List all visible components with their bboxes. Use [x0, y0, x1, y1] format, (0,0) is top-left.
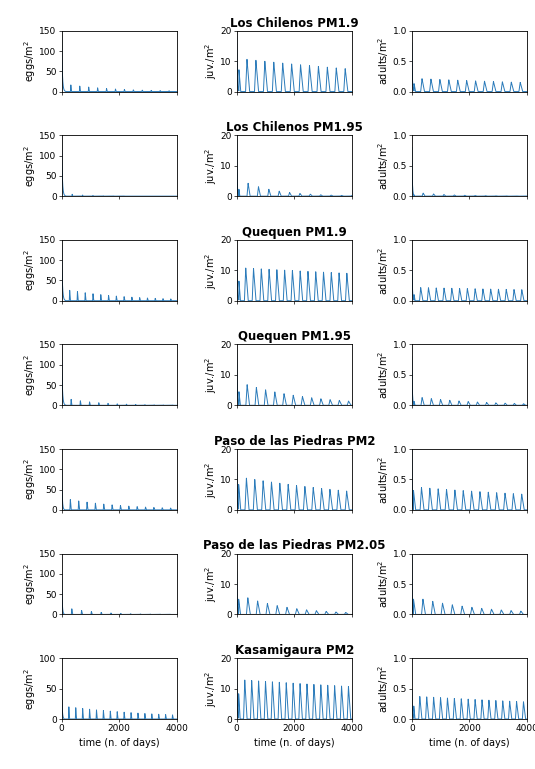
Y-axis label: juv./m$^2$: juv./m$^2$: [203, 461, 219, 498]
Y-axis label: adults/m$^2$: adults/m$^2$: [376, 455, 391, 504]
Title: Kasamigaura PM2: Kasamigaura PM2: [234, 644, 354, 657]
Y-axis label: adults/m$^2$: adults/m$^2$: [376, 560, 391, 608]
Y-axis label: adults/m$^2$: adults/m$^2$: [376, 37, 391, 85]
Y-axis label: juv./m$^2$: juv./m$^2$: [203, 357, 219, 393]
Title: Quequen PM1.9: Quequen PM1.9: [242, 226, 347, 238]
Y-axis label: adults/m$^2$: adults/m$^2$: [376, 246, 391, 295]
Title: Los Chilenos PM1.9: Los Chilenos PM1.9: [230, 17, 358, 29]
Y-axis label: juv./m$^2$: juv./m$^2$: [203, 566, 219, 602]
Title: Paso de las Piedras PM2.05: Paso de las Piedras PM2.05: [203, 540, 386, 552]
Title: Los Chilenos PM1.95: Los Chilenos PM1.95: [226, 122, 363, 134]
Y-axis label: juv./m$^2$: juv./m$^2$: [203, 148, 219, 184]
Y-axis label: eggs/m$^2$: eggs/m$^2$: [22, 667, 38, 710]
Y-axis label: juv./m$^2$: juv./m$^2$: [203, 671, 219, 707]
Title: Paso de las Piedras PM2: Paso de las Piedras PM2: [213, 435, 375, 448]
Y-axis label: juv./m$^2$: juv./m$^2$: [203, 252, 219, 288]
X-axis label: time (n. of days): time (n. of days): [79, 738, 159, 748]
Y-axis label: adults/m$^2$: adults/m$^2$: [376, 141, 391, 190]
X-axis label: time (n. of days): time (n. of days): [429, 738, 510, 748]
Y-axis label: eggs/m$^2$: eggs/m$^2$: [22, 249, 38, 291]
Y-axis label: juv./m$^2$: juv./m$^2$: [203, 43, 219, 79]
X-axis label: time (n. of days): time (n. of days): [254, 738, 334, 748]
Y-axis label: adults/m$^2$: adults/m$^2$: [376, 351, 391, 399]
Y-axis label: eggs/m$^2$: eggs/m$^2$: [22, 563, 38, 605]
Title: Quequen PM1.95: Quequen PM1.95: [238, 331, 351, 343]
Y-axis label: eggs/m$^2$: eggs/m$^2$: [22, 145, 38, 187]
Y-axis label: adults/m$^2$: adults/m$^2$: [376, 664, 391, 713]
Y-axis label: eggs/m$^2$: eggs/m$^2$: [22, 458, 38, 501]
Y-axis label: eggs/m$^2$: eggs/m$^2$: [22, 354, 38, 396]
Y-axis label: eggs/m$^2$: eggs/m$^2$: [22, 40, 38, 82]
